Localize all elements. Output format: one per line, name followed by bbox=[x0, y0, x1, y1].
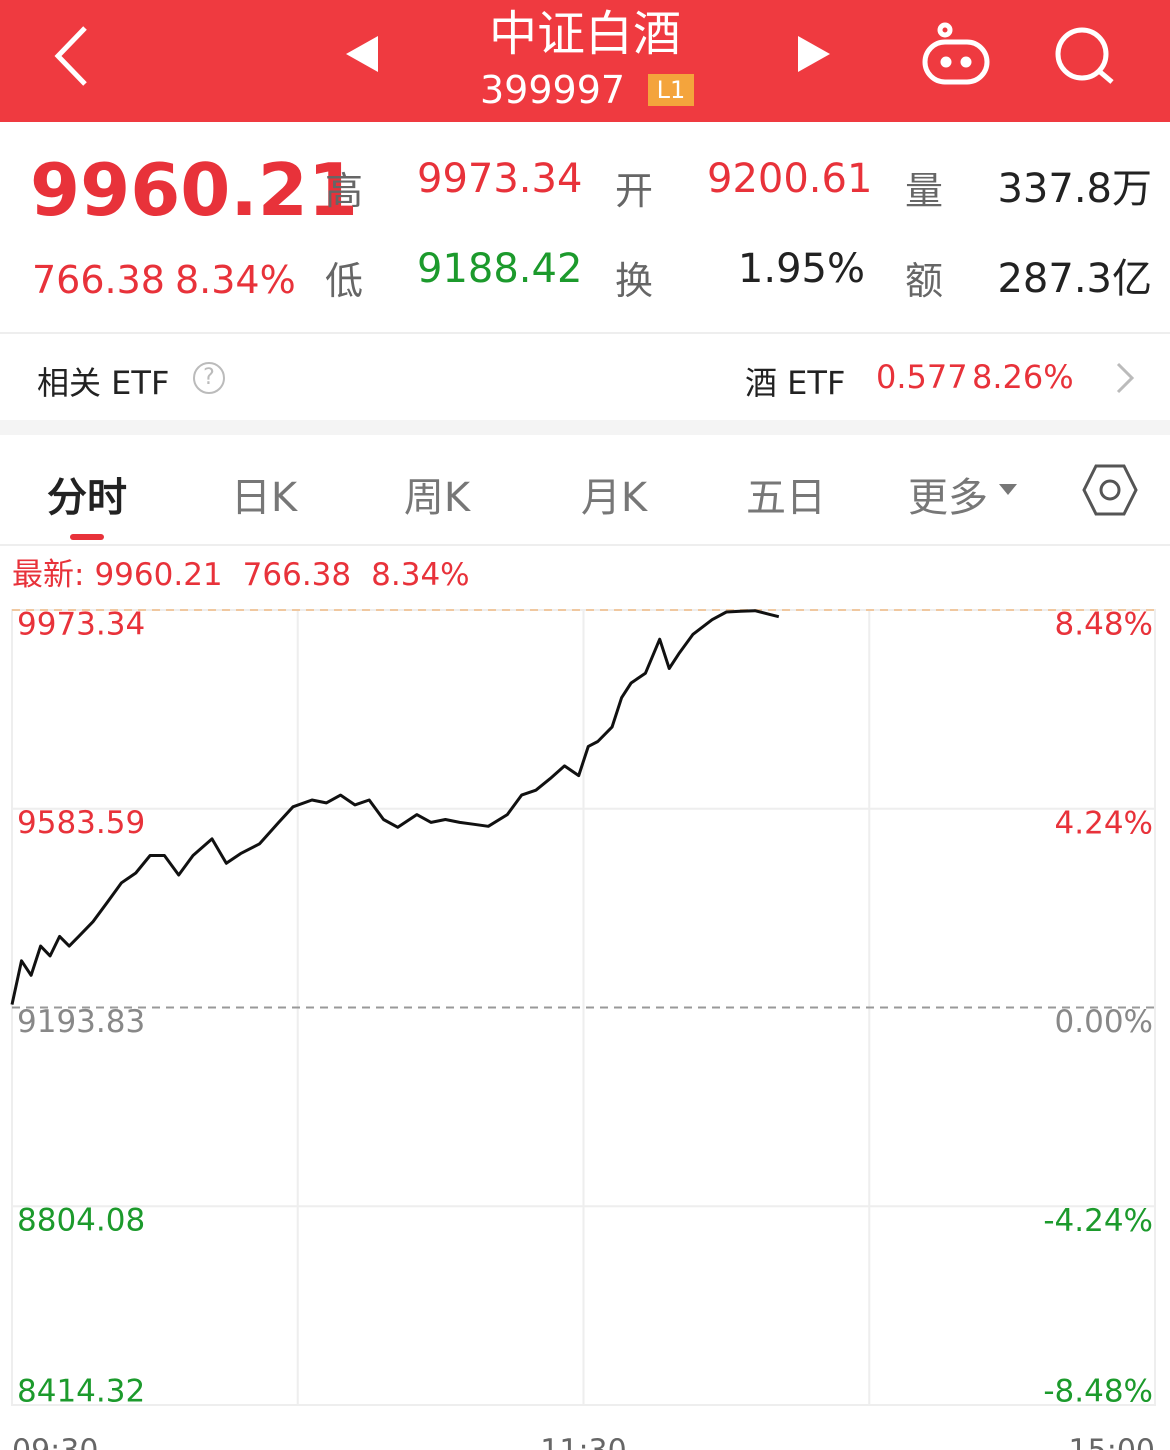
settings-button[interactable] bbox=[1082, 462, 1138, 518]
y-tick-label: 8414.32 bbox=[17, 1374, 145, 1410]
tab[interactable]: 月K bbox=[580, 475, 648, 521]
latest-label: 最新: 9960.21 766.38 8.34% bbox=[12, 557, 470, 593]
tab[interactable]: 日K bbox=[230, 475, 298, 521]
amount-label: 额 bbox=[905, 259, 944, 303]
tab[interactable]: 五日 bbox=[746, 475, 826, 521]
latest-value: 8.34% bbox=[371, 557, 469, 593]
y2-tick-label: -8.48% bbox=[1043, 1374, 1153, 1410]
divider bbox=[0, 544, 1170, 546]
prev-button[interactable] bbox=[346, 36, 378, 72]
etf-change: 8.26% bbox=[972, 358, 1074, 396]
robot-button[interactable] bbox=[922, 22, 990, 85]
x-tick-label: 15:00 bbox=[1069, 1434, 1155, 1450]
level-badge: L1 bbox=[656, 76, 686, 104]
x-tick-label: 09:30 bbox=[12, 1434, 98, 1450]
back-button[interactable] bbox=[54, 26, 87, 86]
y2-tick-label: 0.00% bbox=[1055, 1004, 1153, 1040]
badge-bg bbox=[648, 74, 694, 106]
dropdown-arrow[interactable] bbox=[998, 483, 1018, 497]
high-label: 高 bbox=[325, 169, 364, 213]
y-tick-label: 8804.08 bbox=[17, 1203, 145, 1239]
price-line bbox=[10, 609, 780, 1005]
tab[interactable]: 周K bbox=[403, 475, 471, 521]
y2-tick-label: 8.48% bbox=[1055, 607, 1153, 643]
next-button[interactable] bbox=[798, 36, 830, 72]
etf-name[interactable]: 酒 ETF bbox=[745, 364, 846, 402]
y2-tick-label: 4.24% bbox=[1055, 805, 1153, 841]
help-icon[interactable]: ? bbox=[193, 362, 225, 394]
tab-indicator bbox=[70, 534, 104, 540]
low-label: 低 bbox=[325, 259, 364, 303]
open-value: 9200.61 bbox=[707, 156, 873, 202]
turnover-label: 换 bbox=[615, 259, 654, 303]
latest-value: 最新: bbox=[12, 557, 84, 593]
x-tick-label: 11:30 bbox=[540, 1434, 626, 1450]
etf-section-label: 相关 ETF bbox=[37, 364, 170, 402]
y-tick-label: 9193.83 bbox=[17, 1004, 145, 1040]
top-bar: 中证白酒 399997 L1 bbox=[0, 0, 1170, 122]
y-tick-label: 9583.59 bbox=[17, 805, 145, 841]
y2-tick-label: -4.24% bbox=[1043, 1203, 1153, 1239]
volume-label: 量 bbox=[905, 169, 944, 213]
amount-value: 287.3亿 bbox=[997, 256, 1152, 302]
top-bar-icons bbox=[54, 22, 1114, 106]
price-change-pct: 8.34% bbox=[175, 258, 296, 302]
price-change: 766.38 bbox=[32, 258, 165, 302]
y-tick-label: 9973.34 bbox=[17, 607, 145, 643]
stock-code: 399997 bbox=[480, 68, 626, 112]
latest-value: 766.38 bbox=[243, 557, 351, 593]
divider bbox=[0, 332, 1170, 334]
page-title: 中证白酒 bbox=[488, 6, 681, 62]
etf-price: 0.577 bbox=[876, 358, 968, 396]
last-price: 9960.21 bbox=[30, 148, 358, 232]
volume-value: 337.8万 bbox=[997, 166, 1152, 212]
open-label: 开 bbox=[615, 169, 654, 213]
etf-chevron[interactable] bbox=[1110, 360, 1140, 396]
search-button[interactable] bbox=[1055, 27, 1114, 84]
high-value: 9973.34 bbox=[417, 156, 583, 202]
low-value: 9188.42 bbox=[417, 246, 583, 292]
latest-value: 9960.21 bbox=[94, 557, 222, 593]
tab[interactable]: 更多 bbox=[908, 475, 988, 521]
turnover-value: 1.95% bbox=[737, 246, 865, 292]
tab[interactable]: 分时 bbox=[47, 475, 127, 521]
section-gap bbox=[0, 420, 1170, 435]
